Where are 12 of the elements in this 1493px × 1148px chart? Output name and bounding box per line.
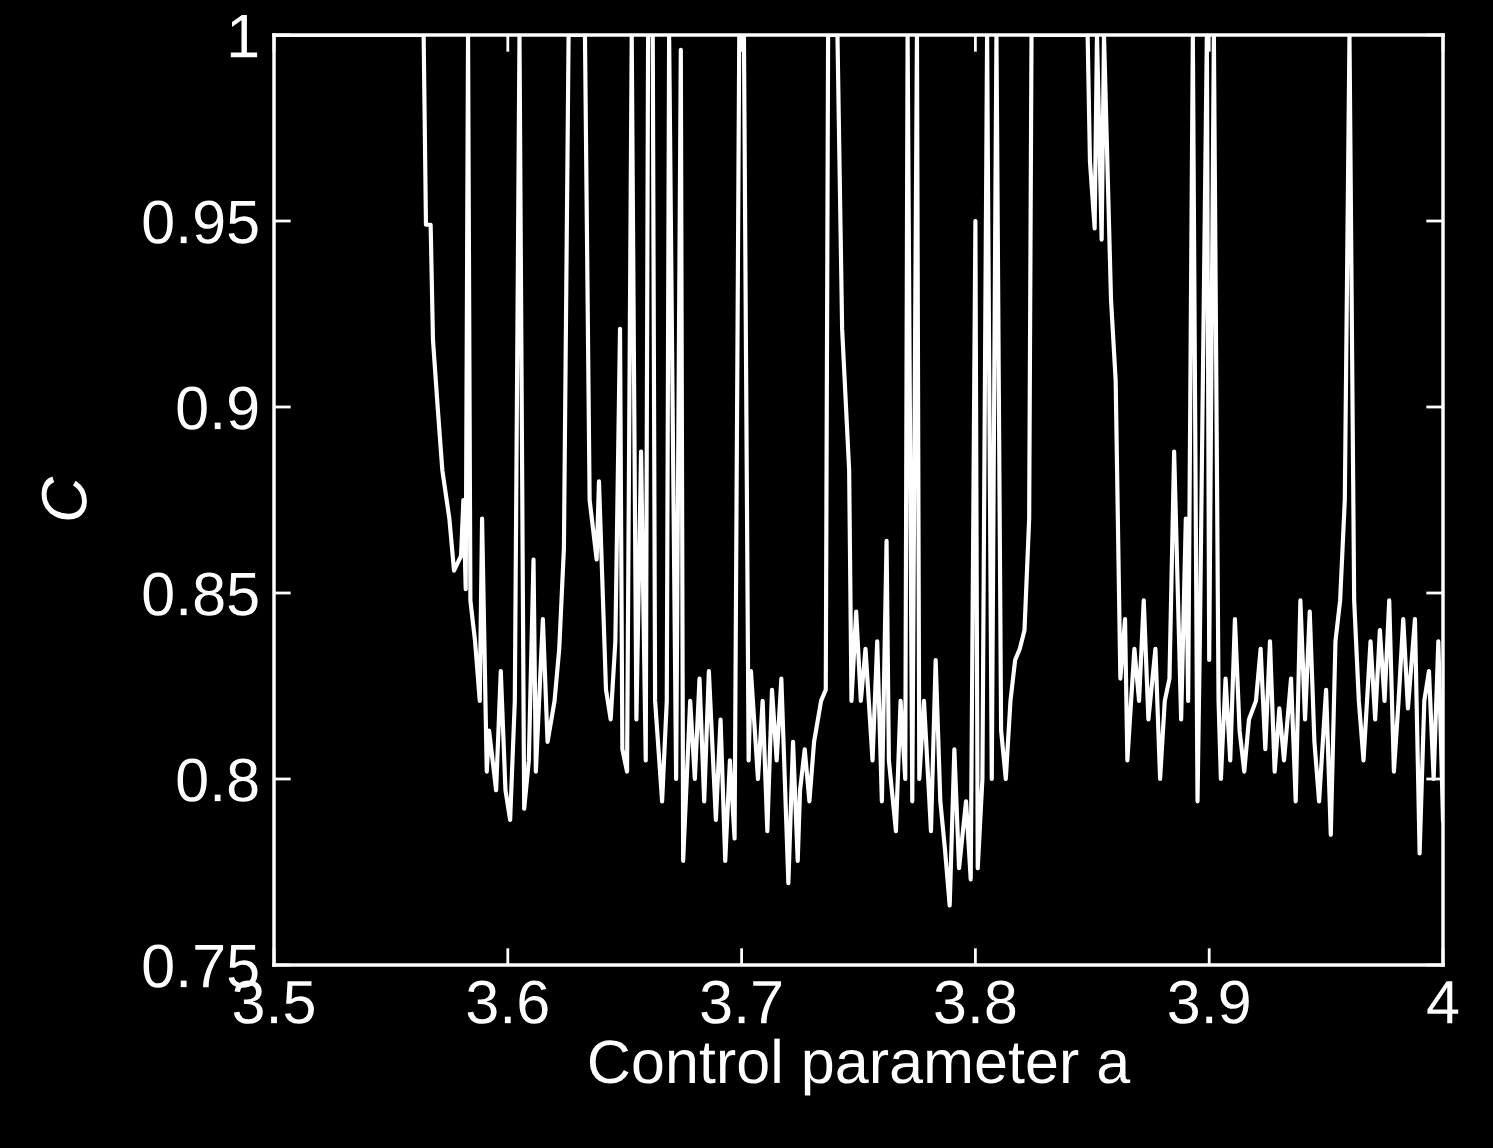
y-axis-title: C — [41, 476, 87, 520]
x-tick-label: 3.6 — [467, 980, 548, 1024]
y-tick-label: 0.9 — [177, 386, 258, 430]
x-tick-label: 3.9 — [1169, 980, 1249, 1024]
y-tick-label: 0.85 — [143, 572, 258, 616]
y-tick-label: 0.95 — [143, 200, 258, 244]
y-tick-label: 1 — [230, 15, 258, 58]
x-tick-label: 3.8 — [935, 980, 1016, 1024]
x-tick-label: 4 — [1427, 981, 1459, 1024]
x-axis-title: Control parameter a — [589, 1038, 1131, 1096]
x-tick-label: 3.7 — [701, 980, 782, 1024]
y-tick-label: 0.8 — [177, 758, 258, 802]
